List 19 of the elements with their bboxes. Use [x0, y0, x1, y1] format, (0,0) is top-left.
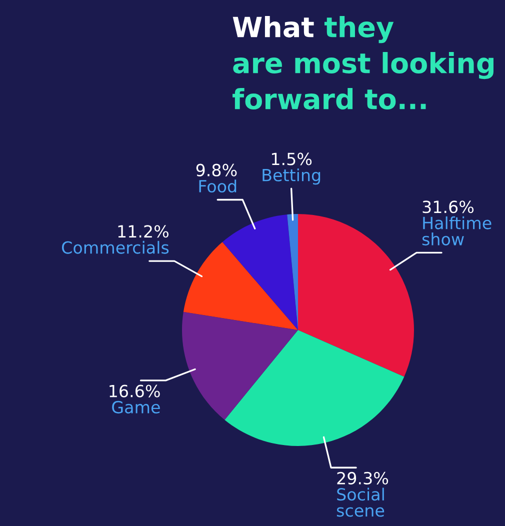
pie-slice [287, 214, 298, 330]
slice-label: Commercials [62, 240, 169, 254]
data-label: 31.6% [422, 200, 474, 214]
slice-label: Game [112, 400, 160, 414]
slice-label: Social scene [336, 488, 384, 517]
pie-slice [224, 330, 404, 446]
slice-label: Food [199, 180, 236, 193]
data-label: 16.6% [110, 384, 160, 398]
data-label: 29.3% [337, 472, 388, 485]
pie-slice [182, 312, 298, 420]
pie-slice [298, 214, 414, 377]
slice-label: Halftime show [422, 216, 492, 246]
data-label: 11.2% [118, 225, 168, 238]
pie-slice [183, 242, 298, 330]
slice-label: Betting [262, 168, 320, 185]
pie-slice [222, 214, 298, 330]
data-label: 1.5% [272, 152, 312, 166]
data-label: 9.8% [196, 164, 237, 176]
chart-title: What they are most looking forward to... [232, 16, 494, 110]
